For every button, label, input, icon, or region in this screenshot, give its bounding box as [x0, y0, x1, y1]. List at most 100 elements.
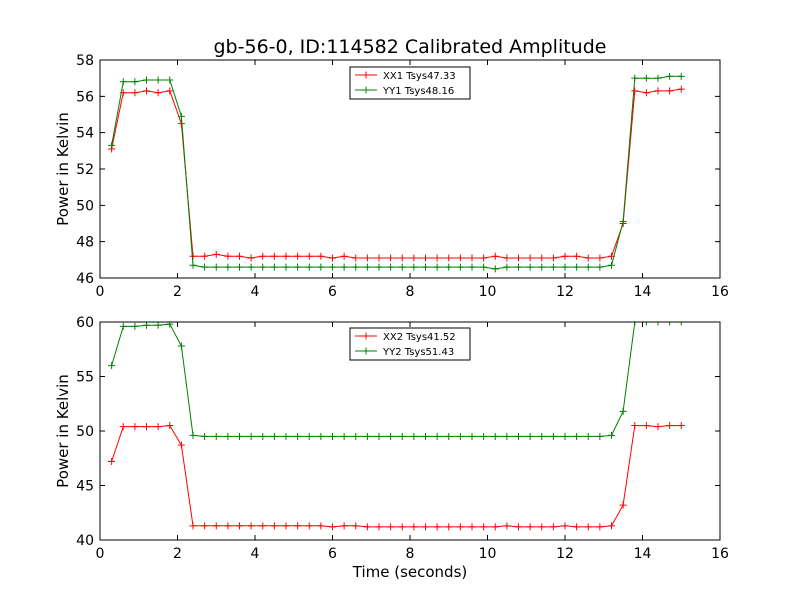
x-tick-label: 0: [96, 546, 105, 562]
data-point-marker: [433, 523, 441, 531]
x-tick-label: 12: [556, 546, 574, 562]
data-point-marker: [119, 78, 127, 86]
data-point-marker: [631, 87, 639, 95]
data-point-marker: [433, 432, 441, 440]
data-point-marker: [387, 432, 395, 440]
data-point-marker: [294, 522, 302, 530]
data-point-marker: [282, 522, 290, 530]
data-point-marker: [410, 432, 418, 440]
data-point-marker: [247, 432, 255, 440]
data-point-marker: [329, 432, 336, 440]
data-point-marker: [503, 263, 511, 271]
x-tick-label: 2: [173, 546, 182, 562]
data-point-marker: [247, 263, 255, 271]
data-point-marker: [654, 322, 662, 326]
x-tick-label: 14: [634, 546, 652, 562]
data-point-marker: [131, 78, 139, 86]
data-point-marker: [422, 263, 429, 271]
x-tick-label: 2: [173, 284, 182, 300]
data-point-marker: [375, 254, 383, 262]
y-tick-label: 55: [76, 370, 94, 386]
data-point-marker: [515, 263, 522, 271]
data-point-marker: [247, 522, 255, 530]
x-tick-label: 6: [328, 284, 337, 300]
data-point-marker: [642, 74, 650, 82]
data-point-marker: [294, 252, 302, 260]
data-point-marker: [456, 523, 464, 531]
data-point-marker: [549, 263, 557, 271]
data-point-marker: [154, 89, 162, 97]
data-point-marker: [212, 522, 220, 530]
data-point-marker: [247, 254, 255, 262]
data-point-marker: [666, 72, 674, 80]
data-point-marker: [608, 522, 615, 530]
data-point-marker: [433, 254, 441, 262]
data-point-marker: [677, 322, 685, 326]
data-point-marker: [677, 72, 685, 80]
data-point-marker: [317, 432, 325, 440]
y-tick-label: 50: [76, 424, 94, 440]
data-point-marker: [154, 322, 162, 329]
data-point-marker: [189, 522, 197, 530]
data-point-marker: [515, 432, 522, 440]
data-point-marker: [596, 254, 604, 262]
x-tick-label: 10: [479, 284, 497, 300]
data-point-marker: [119, 322, 127, 330]
data-point-marker: [305, 263, 313, 271]
legend-box: [349, 327, 471, 361]
legend-label: YY2 Tsys51.43: [382, 347, 454, 358]
data-point-marker: [410, 523, 418, 531]
data-point-marker: [596, 263, 604, 271]
data-point-marker: [422, 254, 429, 262]
data-point-marker: [387, 523, 395, 531]
data-point-marker: [119, 423, 127, 431]
data-point-marker: [445, 263, 453, 271]
data-point-marker: [375, 432, 383, 440]
data-point-marker: [352, 263, 360, 271]
data-point-marker: [631, 422, 639, 430]
y-tick-label: 45: [76, 479, 94, 495]
data-point-marker: [270, 522, 278, 530]
y-tick-label: 56: [76, 89, 94, 105]
y-tick-label: 58: [76, 53, 94, 69]
data-point-marker: [224, 263, 232, 271]
y-tick-label: 54: [76, 126, 94, 142]
data-point-marker: [538, 254, 546, 262]
x-tick-label: 0: [96, 284, 105, 300]
data-point-marker: [445, 254, 453, 262]
data-point-marker: [305, 432, 313, 440]
data-point-marker: [363, 254, 371, 262]
data-point-marker: [352, 522, 360, 530]
x-tick-label: 14: [634, 284, 652, 300]
data-point-marker: [259, 432, 267, 440]
data-point-marker: [108, 141, 116, 149]
data-point-marker: [201, 252, 209, 260]
data-point-marker: [317, 252, 325, 260]
x-tick-label: 16: [711, 284, 729, 300]
data-point-marker: [317, 522, 325, 530]
data-point-marker: [212, 250, 220, 258]
series-2: [108, 322, 685, 440]
data-point-marker: [445, 432, 453, 440]
data-point-marker: [398, 254, 406, 262]
data-point-marker: [282, 252, 290, 260]
data-point-marker: [329, 523, 336, 531]
y-tick-label: 40: [76, 533, 94, 549]
data-point-marker: [236, 522, 243, 530]
data-point-marker: [608, 431, 615, 439]
data-point-marker: [143, 423, 150, 431]
data-point-marker: [596, 432, 604, 440]
data-point-marker: [398, 263, 406, 271]
data-point-marker: [340, 522, 348, 530]
data-point-marker: [224, 432, 232, 440]
x-axis-label: Time (seconds): [352, 563, 468, 581]
series-1: [108, 85, 685, 262]
data-point-marker: [573, 252, 581, 260]
data-point-marker: [619, 218, 627, 226]
data-point-marker: [468, 523, 476, 531]
series-1: [108, 422, 685, 531]
data-point-marker: [177, 112, 185, 120]
data-point-marker: [561, 263, 569, 271]
data-point-marker: [468, 432, 476, 440]
